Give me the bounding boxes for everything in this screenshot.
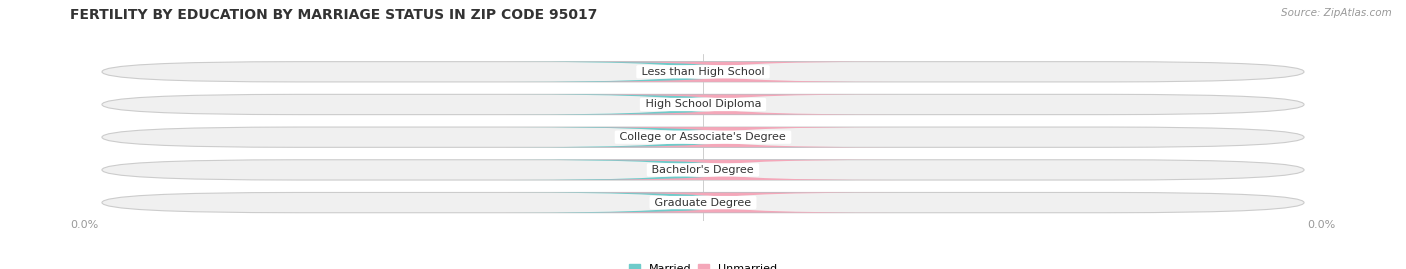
FancyBboxPatch shape xyxy=(101,62,1305,82)
Legend: Married, Unmarried: Married, Unmarried xyxy=(624,259,782,269)
Text: 0.0%: 0.0% xyxy=(668,67,695,77)
Text: Graduate Degree: Graduate Degree xyxy=(651,198,755,208)
Text: 0.0%: 0.0% xyxy=(1308,220,1336,230)
Text: 0.0%: 0.0% xyxy=(711,165,738,175)
FancyBboxPatch shape xyxy=(508,62,855,82)
Text: 0.0%: 0.0% xyxy=(70,220,98,230)
FancyBboxPatch shape xyxy=(551,127,900,147)
Text: Less than High School: Less than High School xyxy=(638,67,768,77)
FancyBboxPatch shape xyxy=(101,160,1305,180)
Text: 0.0%: 0.0% xyxy=(711,67,738,77)
Text: 0.0%: 0.0% xyxy=(668,198,695,208)
Text: 0.0%: 0.0% xyxy=(711,198,738,208)
Text: High School Diploma: High School Diploma xyxy=(641,100,765,109)
Text: 0.0%: 0.0% xyxy=(711,100,738,109)
FancyBboxPatch shape xyxy=(508,160,855,180)
FancyBboxPatch shape xyxy=(551,94,900,115)
FancyBboxPatch shape xyxy=(551,62,900,82)
FancyBboxPatch shape xyxy=(101,94,1305,115)
Text: Bachelor's Degree: Bachelor's Degree xyxy=(648,165,758,175)
Text: 0.0%: 0.0% xyxy=(711,132,738,142)
Text: 0.0%: 0.0% xyxy=(668,100,695,109)
Text: 0.0%: 0.0% xyxy=(668,132,695,142)
FancyBboxPatch shape xyxy=(101,192,1305,213)
Text: FERTILITY BY EDUCATION BY MARRIAGE STATUS IN ZIP CODE 95017: FERTILITY BY EDUCATION BY MARRIAGE STATU… xyxy=(70,8,598,22)
Text: Source: ZipAtlas.com: Source: ZipAtlas.com xyxy=(1281,8,1392,18)
FancyBboxPatch shape xyxy=(551,160,900,180)
Text: 0.0%: 0.0% xyxy=(668,165,695,175)
FancyBboxPatch shape xyxy=(551,192,900,213)
FancyBboxPatch shape xyxy=(508,127,855,147)
FancyBboxPatch shape xyxy=(508,192,855,213)
FancyBboxPatch shape xyxy=(508,94,855,115)
FancyBboxPatch shape xyxy=(101,127,1305,147)
Text: College or Associate's Degree: College or Associate's Degree xyxy=(616,132,790,142)
